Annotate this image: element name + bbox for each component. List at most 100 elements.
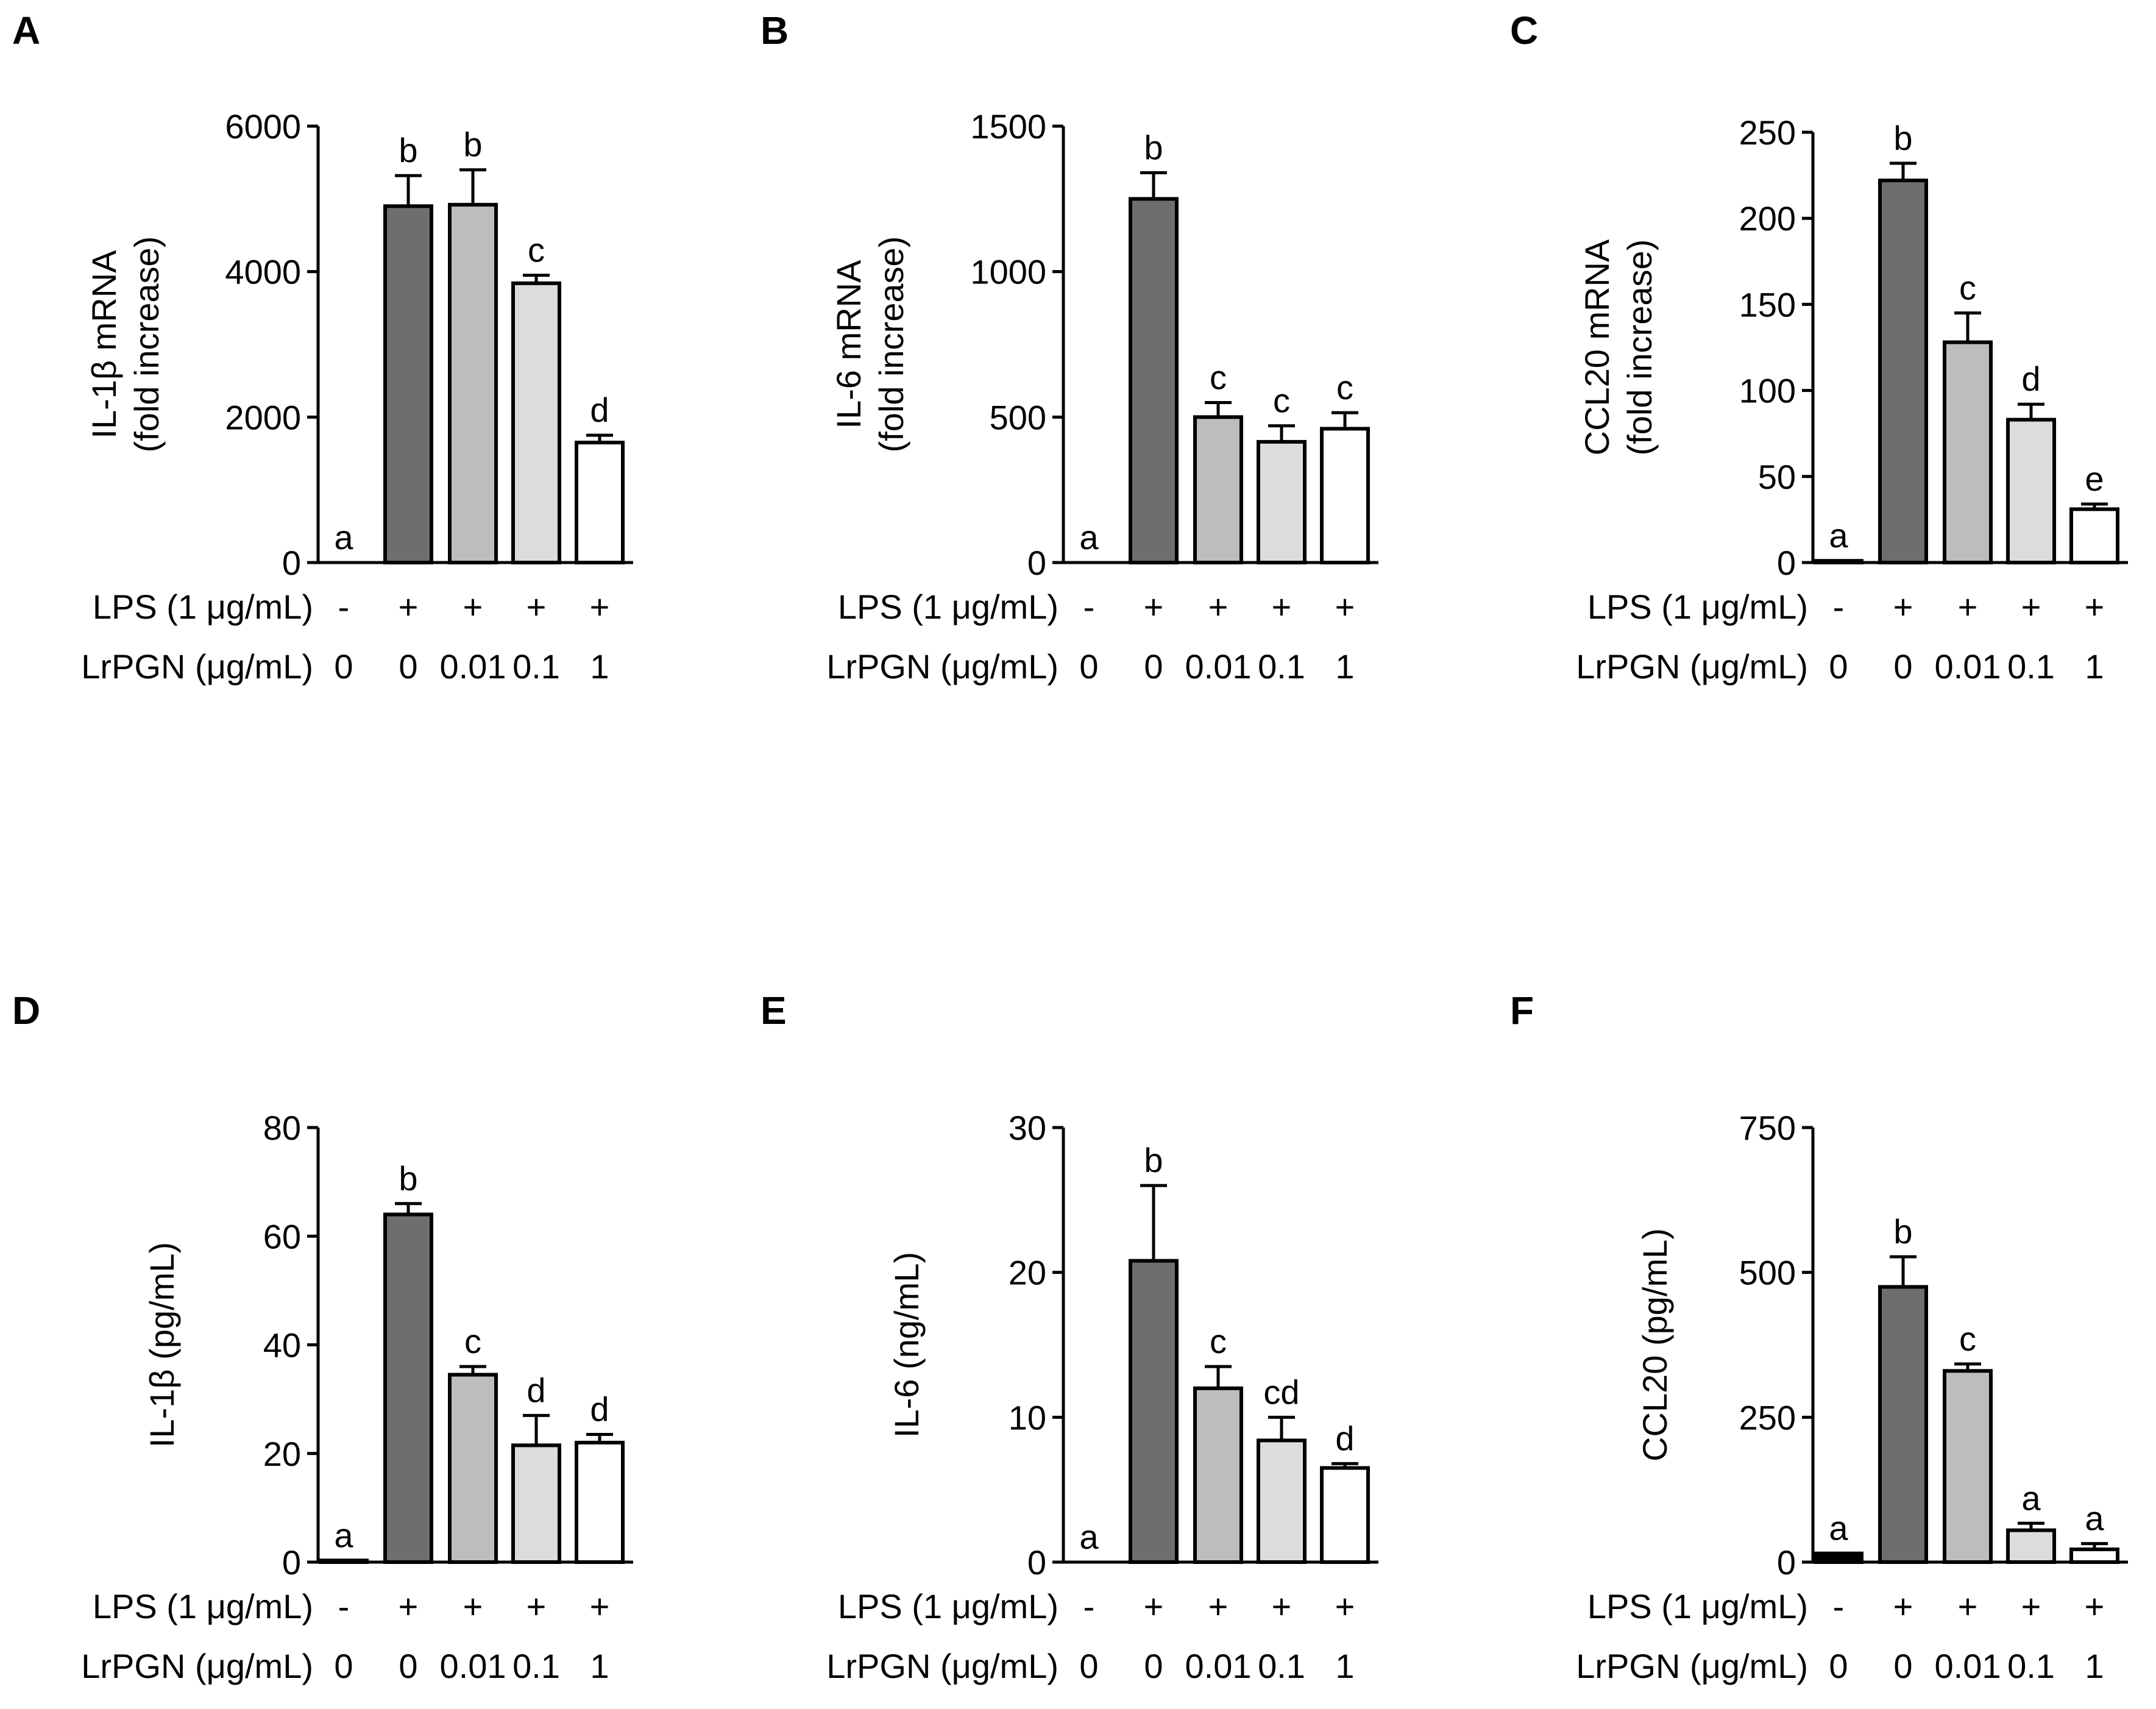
lps-row-label: LPS (1 μg/mL) (838, 588, 1058, 626)
lps-value: + (399, 1587, 419, 1626)
pgn-value: 0 (334, 1647, 353, 1685)
lps-row-label: LPS (1 μg/mL) (838, 1587, 1058, 1626)
lps-row-label: LPS (1 μg/mL) (93, 1587, 313, 1626)
pgn-value: 0 (1144, 1647, 1163, 1685)
y-tick-label: 0 (282, 544, 301, 582)
bar (575, 1440, 625, 1565)
pgn-value: 0 (1829, 647, 1848, 686)
significance-letter: a (1079, 518, 1099, 556)
y-tick-label: 0 (282, 1543, 301, 1582)
significance-letter: b (463, 126, 482, 164)
y-tick-label: 0 (1027, 1543, 1046, 1582)
y-tick-label: 200 (1739, 199, 1796, 238)
bar (319, 1558, 369, 1564)
bar (448, 1373, 498, 1565)
pgn-value: 0.1 (512, 1647, 560, 1685)
lps-value: + (463, 1587, 483, 1626)
significance-letter: a (2021, 1479, 2041, 1517)
pgn-value: 0 (334, 647, 353, 686)
bar (2006, 1528, 2056, 1565)
y-axis-label: IL-6 mRNA (829, 260, 868, 429)
pgn-value: 1 (1335, 1647, 1354, 1685)
bar (511, 1443, 561, 1565)
y-tick-label: 20 (263, 1435, 301, 1473)
bar (511, 281, 561, 564)
significance-letter: d (590, 391, 609, 429)
pgn-row-label: LrPGN (μg/mL) (1576, 647, 1808, 686)
bar (1193, 415, 1243, 564)
lps-value: - (338, 1587, 350, 1626)
y-tick-label: 150 (1739, 285, 1796, 324)
lps-value: + (1335, 588, 1355, 626)
pgn-row-label: LrPGN (μg/mL) (826, 647, 1058, 686)
pgn-value: 0.01 (1935, 647, 2001, 686)
lps-value: + (463, 588, 483, 626)
bar (1320, 427, 1370, 565)
y-tick-label: 500 (990, 398, 1046, 436)
lps-value: + (1958, 588, 1978, 626)
bar (575, 441, 625, 564)
bar (1878, 1285, 1928, 1565)
pgn-value: 0 (1079, 1647, 1098, 1685)
lps-value: + (527, 588, 547, 626)
pgn-value: 0.01 (440, 647, 506, 686)
lps-value: - (1833, 1587, 1845, 1626)
significance-letter: a (1829, 516, 1848, 555)
significance-letter: b (1144, 1141, 1163, 1179)
y-tick-label: 6000 (225, 107, 301, 146)
y-tick-label: 30 (1009, 1109, 1046, 1147)
lps-value: + (1272, 588, 1292, 626)
significance-letter: a (334, 518, 353, 556)
lps-value: + (2085, 588, 2105, 626)
pgn-row-label: LrPGN (μg/mL) (1576, 1647, 1808, 1685)
pgn-value: 1 (1335, 647, 1354, 686)
y-tick-label: 250 (1739, 1398, 1796, 1437)
y-axis-label: CCL20 (pg/mL) (1636, 1228, 1674, 1462)
lps-row-label: LPS (1 μg/mL) (93, 588, 313, 626)
pgn-value: 0.01 (440, 1647, 506, 1685)
pgn-row-label: LrPGN (μg/mL) (826, 1647, 1058, 1685)
y-tick-label: 1000 (970, 253, 1046, 291)
pgn-value: 0.01 (1185, 647, 1252, 686)
significance-letter: c (1959, 1320, 1976, 1358)
y-tick-label: 750 (1739, 1109, 1796, 1147)
pgn-value: 0.1 (2007, 647, 2055, 686)
pgn-value: 0.1 (512, 647, 560, 686)
bar (1814, 1551, 1863, 1564)
bar (448, 202, 498, 564)
bar (383, 1212, 433, 1564)
lps-value: + (1272, 1587, 1292, 1626)
y-tick-label: 2000 (225, 398, 301, 436)
significance-letter: d (1335, 1419, 1354, 1457)
lps-value: + (1893, 588, 1913, 626)
lps-value: + (1958, 1587, 1978, 1626)
significance-letter: c (1336, 368, 1353, 407)
significance-letter: cd (1263, 1373, 1299, 1411)
lps-value: + (2085, 1587, 2105, 1626)
y-tick-label: 80 (263, 1109, 301, 1147)
y-tick-label: 20 (1009, 1254, 1046, 1292)
panel-letter: F (1510, 989, 1534, 1032)
lps-value: + (1335, 1587, 1355, 1626)
pgn-value: 1 (2085, 1647, 2104, 1685)
bar (383, 204, 433, 564)
significance-letter: c (1273, 382, 1290, 420)
bar (1814, 559, 1863, 565)
significance-letter: b (399, 1159, 417, 1198)
significance-letter: c (528, 231, 545, 269)
lps-value: - (338, 588, 350, 626)
y-axis-label: IL-1β (pg/mL) (143, 1242, 181, 1448)
y-tick-label: 0 (1777, 544, 1796, 582)
pgn-value: 0.01 (1935, 1647, 2001, 1685)
lps-value: + (1144, 588, 1164, 626)
bar (1943, 1369, 1993, 1565)
lps-value: + (1208, 1587, 1229, 1626)
significance-letter: a (1079, 1518, 1099, 1556)
pgn-value: 0.1 (1258, 647, 1305, 686)
significance-letter: d (2021, 360, 2040, 398)
significance-letter: b (1144, 128, 1163, 166)
